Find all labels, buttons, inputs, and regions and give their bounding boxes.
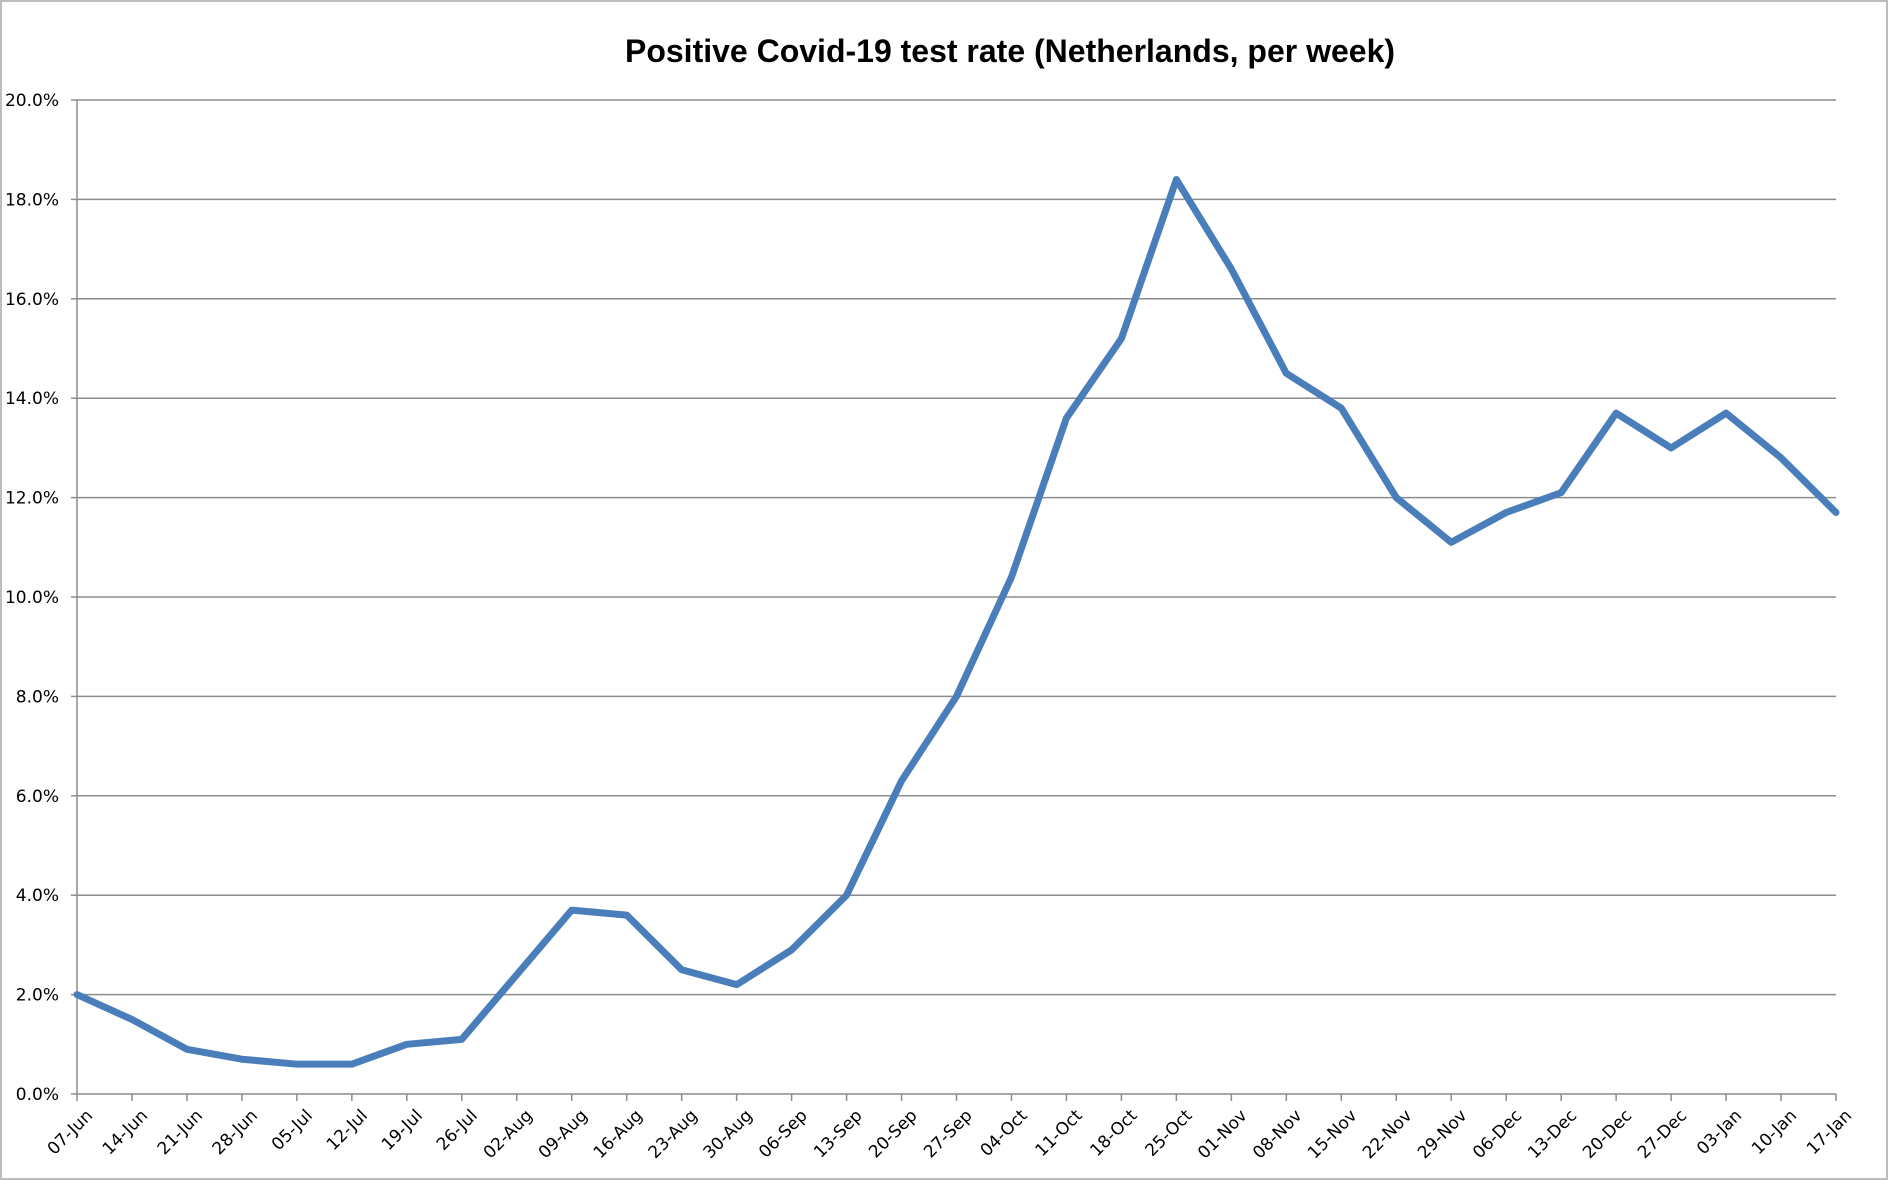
data-point xyxy=(296,1063,298,1065)
data-point xyxy=(131,1018,133,1020)
y-axis-tick-labels: 0.0% 2.0% 4.0% 6.0% 8.0% 10.0% 12.0% 14.0% 16.0%… xyxy=(5,91,59,1105)
data-point xyxy=(736,984,738,986)
x-tick-label: 28-Jun xyxy=(209,1106,262,1159)
x-tick-label: 29-Nov xyxy=(1414,1106,1471,1163)
data-point xyxy=(1395,497,1397,499)
data-point xyxy=(681,969,683,971)
data-point xyxy=(1505,512,1507,514)
y-tick-label: 10.0% xyxy=(5,588,59,608)
y-tick-label: 6.0% xyxy=(16,787,59,807)
y-tick-label: 12.0% xyxy=(5,489,59,509)
data-point xyxy=(1120,338,1122,340)
x-tick-label: 19-Jul xyxy=(378,1106,427,1155)
y-tick-label: 4.0% xyxy=(16,886,59,906)
series-line xyxy=(73,176,1840,1068)
data-point xyxy=(846,894,848,896)
x-tick-label: 13-Dec xyxy=(1524,1106,1581,1163)
x-axis-tick-labels: 07-Jun 14-Jun 21-Jun 28-Jun 05-Jul 12-Jul 19-J… xyxy=(44,1106,1856,1163)
x-tick-label: 22-Nov xyxy=(1359,1106,1416,1163)
data-point xyxy=(1725,412,1727,414)
x-tick-label: 10-Jan xyxy=(1748,1106,1801,1159)
x-tick-label: 18-Oct xyxy=(1087,1106,1142,1161)
series-layer xyxy=(73,176,1840,1068)
data-point xyxy=(351,1063,353,1065)
x-tick-label: 13-Sep xyxy=(810,1106,866,1162)
y-tick-label: 14.0% xyxy=(5,389,59,409)
data-point xyxy=(791,949,793,951)
x-tick-label: 04-Oct xyxy=(977,1106,1032,1161)
x-tick-label: 01-Nov xyxy=(1194,1106,1251,1163)
x-tick-label: 05-Jul xyxy=(268,1106,317,1155)
y-tick-label: 20.0% xyxy=(5,91,59,111)
data-point xyxy=(1450,541,1452,543)
x-tick-label: 20-Sep xyxy=(865,1106,921,1162)
x-tick-label: 21-Jun xyxy=(154,1106,207,1159)
data-point xyxy=(1340,407,1342,409)
data-point xyxy=(1285,372,1287,374)
data-point xyxy=(461,1038,463,1040)
x-tick-label: 27-Dec xyxy=(1634,1106,1691,1163)
y-tick-label: 18.0% xyxy=(5,190,59,210)
data-point xyxy=(1065,417,1067,419)
x-tick-label: 26-Jul xyxy=(433,1106,482,1155)
x-tick-label: 30-Aug xyxy=(700,1106,757,1163)
data-point xyxy=(1560,492,1562,494)
data-point xyxy=(1780,457,1782,459)
y-tick-label: 0.0% xyxy=(16,1085,59,1105)
x-tick-label: 11-Oct xyxy=(1032,1106,1087,1161)
x-tick-label: 25-Oct xyxy=(1141,1106,1196,1161)
x-tick-label: 09-Aug xyxy=(535,1106,592,1163)
x-tick-label: 03-Jan xyxy=(1693,1106,1746,1159)
chart-title: Positive Covid-19 test rate (Netherlands… xyxy=(625,33,1395,69)
data-point xyxy=(186,1048,188,1050)
x-tick-label: 15-Nov xyxy=(1304,1106,1361,1163)
data-point xyxy=(1230,268,1232,270)
data-point xyxy=(626,914,628,916)
x-tick-label: 23-Aug xyxy=(645,1106,702,1163)
data-point xyxy=(901,780,903,782)
y-tick-label: 16.0% xyxy=(5,290,59,310)
data-point xyxy=(1670,447,1672,449)
data-point xyxy=(1835,512,1837,514)
data-point xyxy=(1175,179,1177,181)
x-tick-label: 02-Aug xyxy=(480,1106,537,1163)
x-tick-label: 06-Sep xyxy=(755,1106,811,1162)
data-point xyxy=(1010,576,1012,578)
x-tick-label: 07-Jun xyxy=(44,1106,97,1159)
gridlines xyxy=(77,99,1836,996)
x-tick-label: 20-Dec xyxy=(1579,1106,1636,1163)
axes xyxy=(71,99,1837,1101)
y-tick-label: 8.0% xyxy=(16,687,59,707)
data-point xyxy=(571,909,573,911)
data-point xyxy=(76,994,78,996)
x-tick-label: 14-Jun xyxy=(99,1106,152,1159)
data-point xyxy=(956,695,957,697)
data-point xyxy=(1615,412,1617,414)
x-tick-label: 06-Dec xyxy=(1469,1106,1526,1163)
data-point xyxy=(241,1058,243,1060)
x-tick-label: 17-Jan xyxy=(1803,1106,1856,1159)
x-tick-label: 27-Sep xyxy=(920,1106,976,1162)
x-tick-label: 08-Nov xyxy=(1249,1106,1306,1163)
data-point xyxy=(516,974,518,976)
x-tick-label: 16-Aug xyxy=(590,1106,647,1163)
x-tick-label: 12-Jul xyxy=(323,1106,372,1155)
data-point xyxy=(406,1043,408,1045)
y-tick-label: 2.0% xyxy=(16,986,59,1006)
